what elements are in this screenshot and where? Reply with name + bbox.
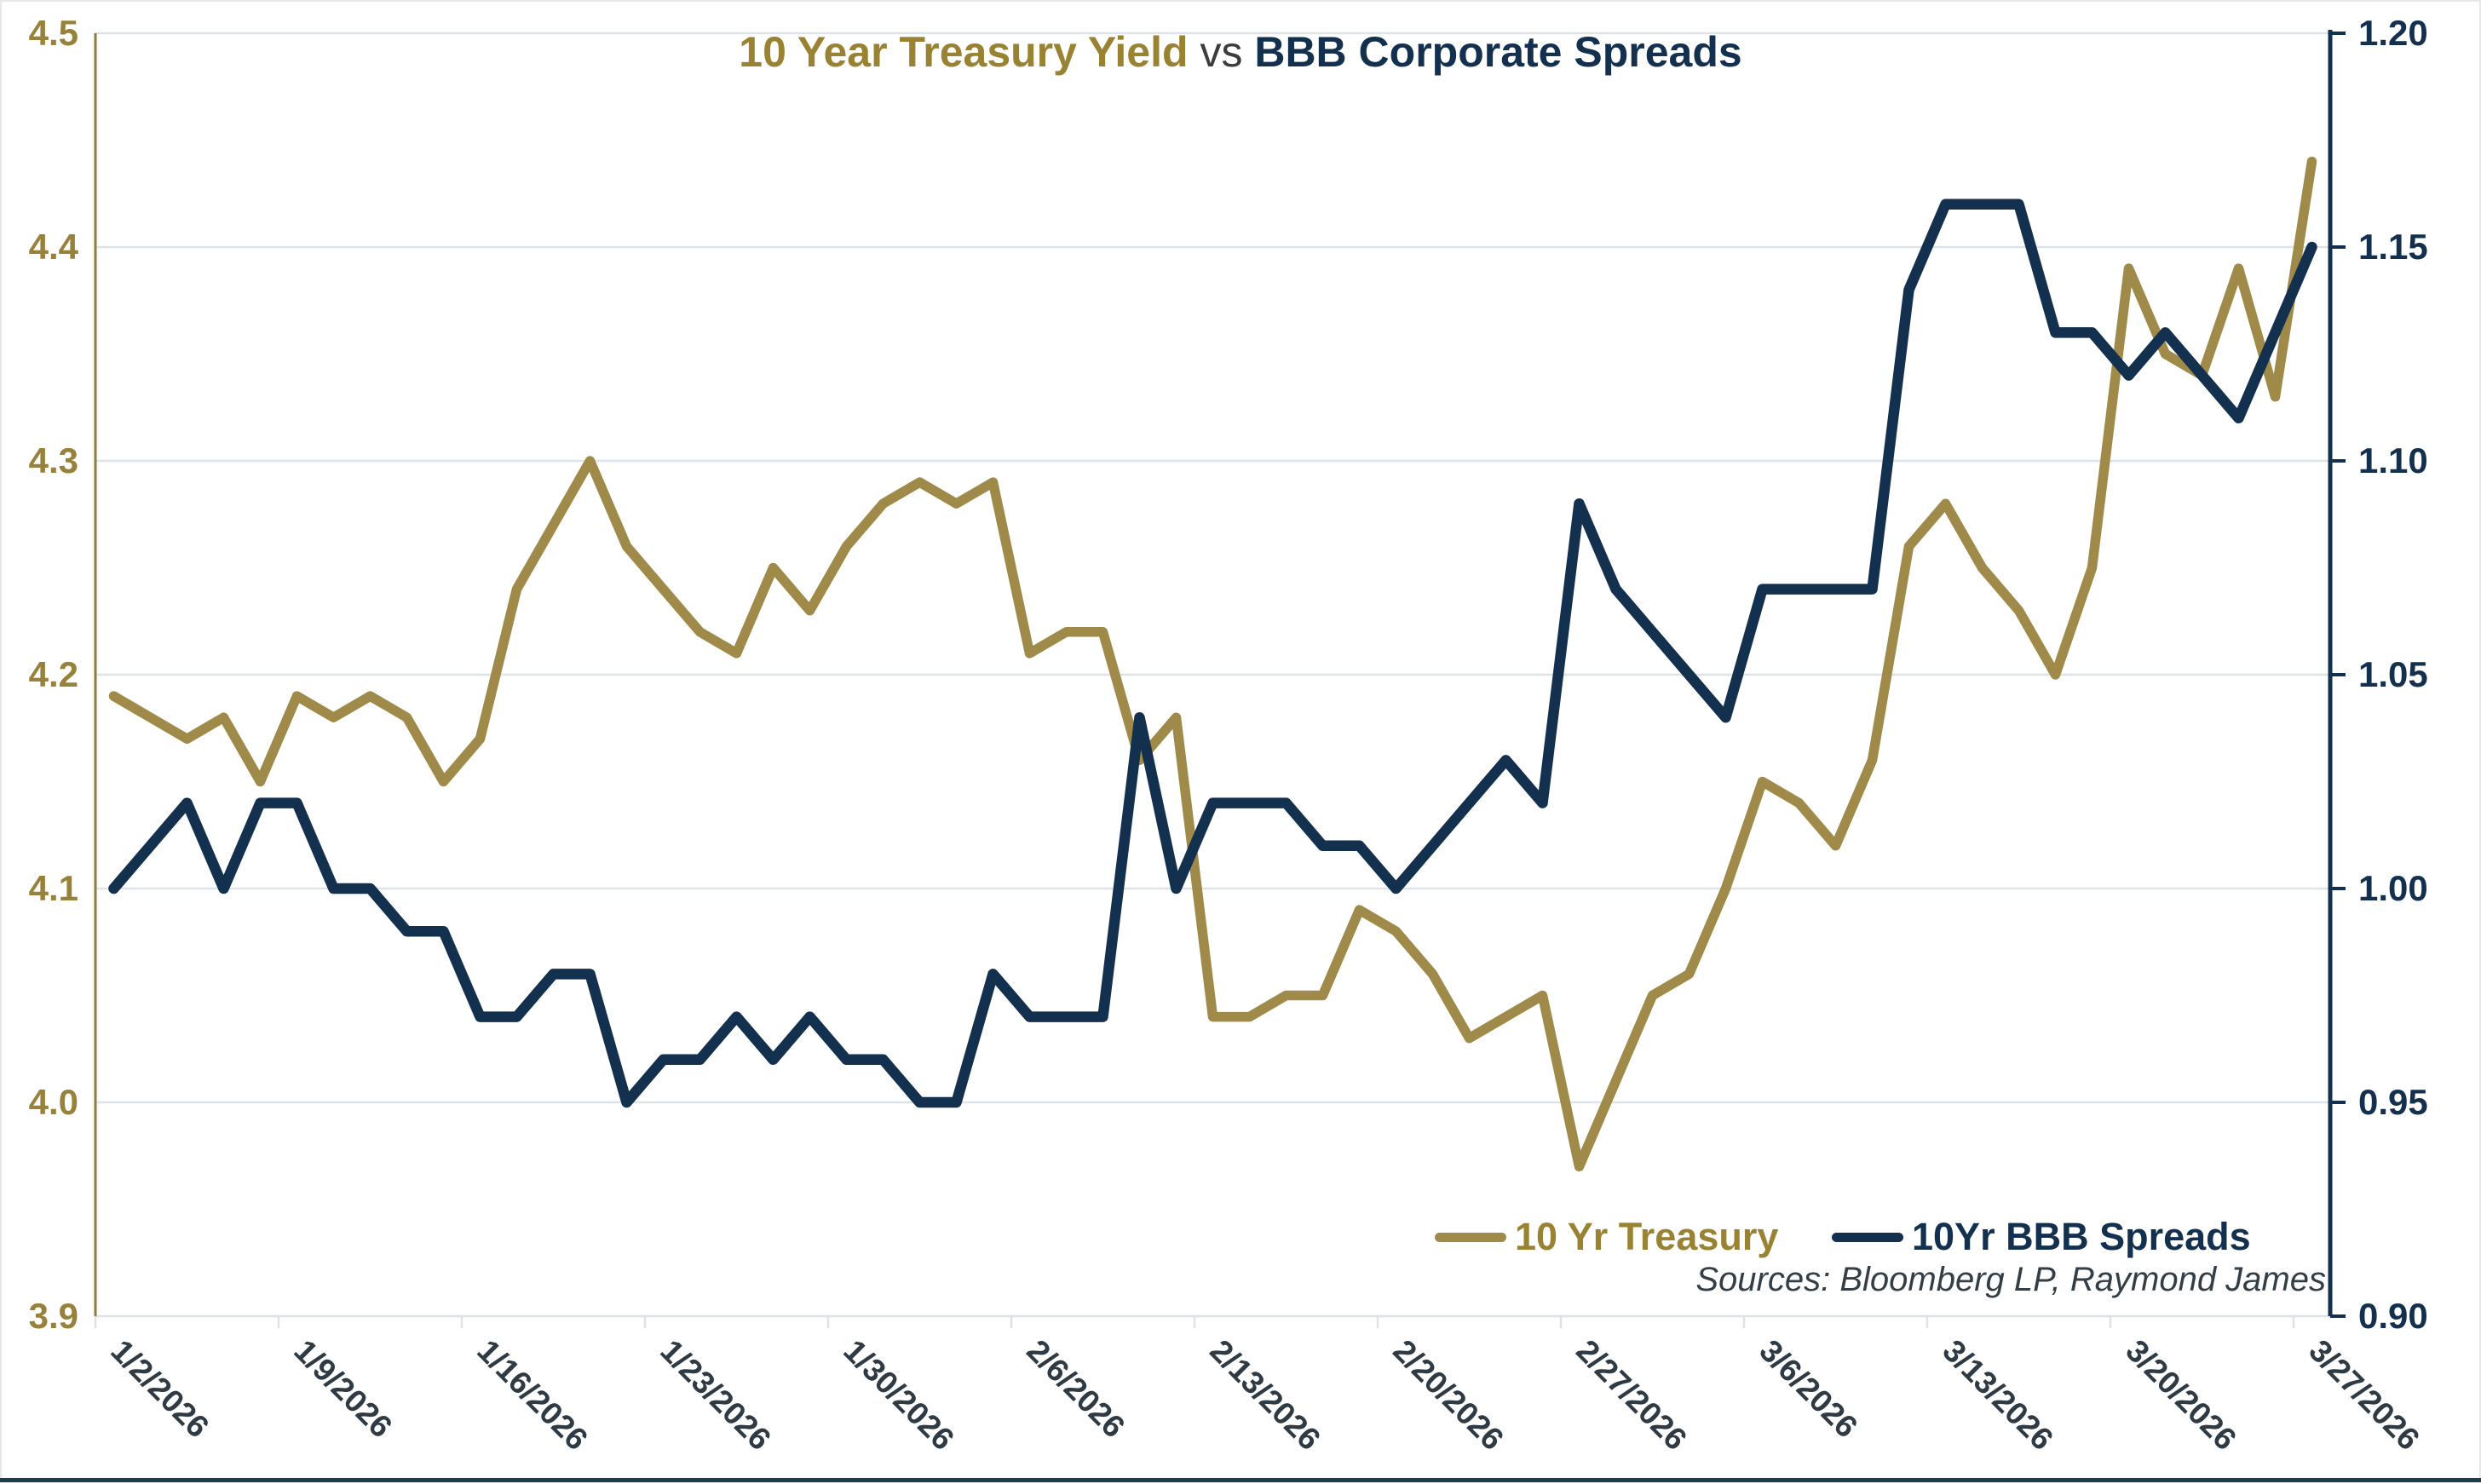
- x-axis-date-label: 2/6/2026: [1020, 1333, 1131, 1445]
- right-page-border: [2479, 2, 2481, 1482]
- x-axis-date-label: 3/6/2026: [1753, 1333, 1864, 1445]
- x-axis-date-label: 1/23/2026: [653, 1333, 777, 1457]
- x-axis-date-label: 3/20/2026: [2119, 1333, 2242, 1457]
- title-spreads-text: BBB Corporate Spreads: [1254, 28, 1742, 76]
- bottom-page-border: [0, 1478, 2481, 1482]
- spreads-line-marker-icon: [1832, 1232, 1903, 1242]
- bbb-spreads-series-line: [108, 198, 2317, 1108]
- x-axis-date-label: 2/13/2026: [1203, 1333, 1327, 1457]
- left-axis-label: 4.1: [29, 868, 78, 908]
- right-axis-label: 1.20: [2358, 13, 2428, 53]
- x-axis-date-label: 2/20/2026: [1386, 1333, 1510, 1457]
- left-axis-label: 4.0: [29, 1082, 78, 1122]
- right-axis-label: 0.95: [2358, 1082, 2428, 1122]
- treasury-line-marker-icon: [1435, 1232, 1506, 1242]
- right-axis-label: 1.05: [2358, 654, 2428, 694]
- x-axis-date-label: 1/16/2026: [470, 1333, 594, 1457]
- chart-title: 10 Year Treasury Yield vs BBB Corporate …: [0, 27, 2481, 77]
- left-axis-label: 4.3: [29, 440, 78, 480]
- right-axis-label: 1.00: [2358, 868, 2428, 908]
- x-axis-date-label: 1/2/2026: [104, 1333, 216, 1445]
- right-axis-label: 1.10: [2358, 440, 2428, 480]
- x-axis-date-label: 2/27/2026: [1569, 1333, 1693, 1457]
- x-axis-date-label: 1/9/2026: [287, 1333, 399, 1445]
- title-vs-text: vs: [1188, 28, 1255, 76]
- x-axis-date-label: 1/30/2026: [837, 1333, 960, 1457]
- left-page-border: [0, 2, 2, 1482]
- legend-spreads-label: 10Yr BBB Spreads: [1912, 1215, 2251, 1258]
- legend-item-spreads: 10Yr BBB Spreads: [1832, 1215, 2251, 1259]
- sources-note: Sources: Bloomberg LP, Raymond James: [1695, 1261, 2326, 1298]
- left-axis-label: 3.9: [29, 1296, 78, 1336]
- treasury-series-line: [108, 156, 2317, 1172]
- x-axis-date-label: 3/13/2026: [1936, 1333, 2059, 1457]
- left-axis-label: 4.4: [29, 227, 79, 267]
- legend-treasury-label: 10 Yr Treasury: [1515, 1215, 1779, 1258]
- legend-item-treasury: 10 Yr Treasury: [1435, 1215, 1778, 1259]
- title-treasury-text: 10 Year Treasury Yield: [739, 28, 1189, 76]
- right-axis-label: 0.90: [2358, 1296, 2428, 1336]
- right-axis-label: 1.15: [2358, 227, 2428, 267]
- left-axis-label: 4.2: [29, 654, 78, 694]
- left-axis-label: 4.5: [29, 13, 78, 53]
- x-axis-date-label: 3/27/2026: [2302, 1333, 2426, 1457]
